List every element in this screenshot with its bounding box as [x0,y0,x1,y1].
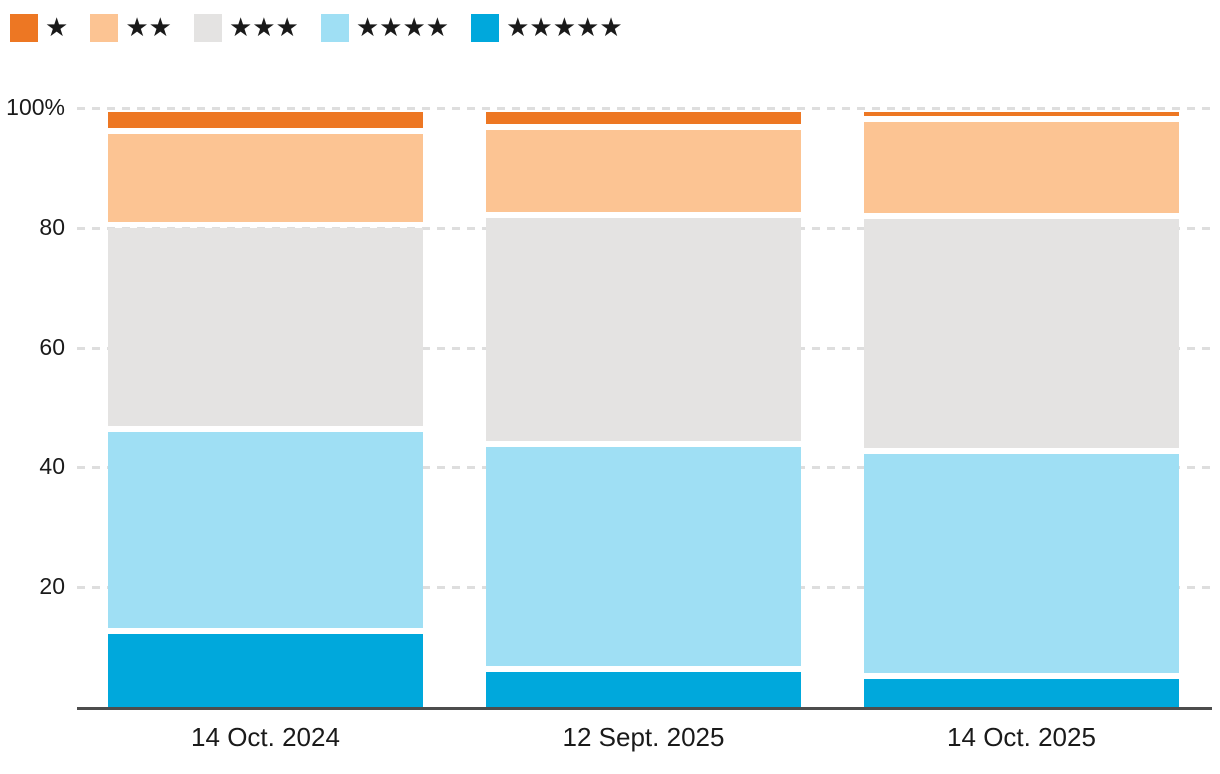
x-axis-tick-label-1: 14 Oct. 2024 [191,722,340,752]
y-axis-tick-label-80: 80 [39,213,65,240]
bar-segment-2-star [864,121,1179,213]
bar-segment-3-star [108,227,423,427]
bar-segment-4-star [108,432,423,628]
bar-segment-3-star [864,218,1179,449]
bar-segment-4-star [486,447,801,667]
bar-12-sept-2025 [486,0,801,707]
legend-swatch-2-star-icon [90,14,119,42]
legend-swatch-1-star-icon [10,14,38,42]
bar-segment-5-star [486,672,801,707]
bar-segment-1-star [864,112,1179,116]
legend-label-4-star: ★★★★ [355,13,450,43]
legend-swatch-4-star-icon [320,14,349,42]
x-axis-tick-label-3: 14 Oct. 2025 [947,722,1096,752]
bar-14-oct-2025 [864,0,1179,707]
bar-segment-4-star [864,454,1179,674]
bar-segment-3-star [486,218,801,442]
bar-14-oct-2024 [108,0,423,707]
legend-label-3-star: ★★★ [228,13,299,43]
legend-item-2-star: ★★ [90,14,172,42]
bar-segment-1-star [486,112,801,124]
y-axis-tick-label-100: 100% [6,94,65,121]
legend-label-1-star: ★ [45,13,69,43]
legend-item-1-star: ★ [10,14,68,42]
x-axis-tick-label-2: 12 Sept. 2025 [562,722,725,752]
legend-swatch-3-star-icon [193,14,222,42]
chart-legend: ★ ★★ ★★★ ★★★★ ★★★★★ [10,14,623,42]
bar-segment-1-star [108,112,423,129]
bar-segment-5-star [108,633,423,707]
legend-item-3-star: ★★★ [193,13,299,43]
legend-item-5-star: ★★★★★ [471,14,623,42]
y-axis-tick-label-60: 60 [39,333,65,360]
legend-item-4-star: ★★★★ [320,13,450,43]
bar-segment-2-star [108,134,423,222]
bar-segment-2-star [486,129,801,213]
legend-label-5-star: ★★★★★ [506,13,623,43]
bar-segment-5-star [864,679,1179,707]
legend-swatch-5-star-icon [471,14,500,42]
y-axis-tick-label-20: 20 [39,573,65,600]
y-axis-tick-label-40: 40 [39,453,65,480]
x-axis-line [77,707,1212,710]
legend-label-2-star: ★★ [125,13,172,43]
gridline-100 [77,107,1212,110]
